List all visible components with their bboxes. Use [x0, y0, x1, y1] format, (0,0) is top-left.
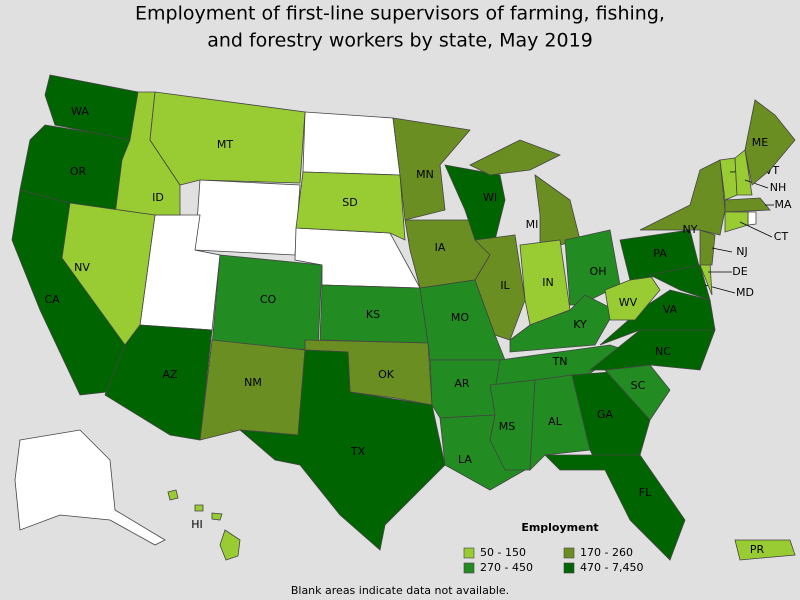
state-label: LA — [458, 453, 472, 466]
state-label: ME — [752, 136, 768, 149]
leader-line — [711, 247, 733, 253]
legend-label: 470 - 7,450 — [580, 561, 643, 574]
state-label: CT — [774, 230, 789, 243]
state-label: PA — [653, 247, 667, 260]
leader-line — [744, 179, 769, 189]
state-shape — [734, 539, 796, 561]
state-label: VA — [663, 303, 678, 316]
state-blank — [302, 111, 401, 176]
title-line: Employment of first-line supervisors of … — [135, 3, 665, 25]
state-blank — [14, 429, 166, 546]
state-label: DE — [732, 265, 747, 278]
state-label: OH — [590, 265, 607, 278]
state-shape — [149, 91, 306, 186]
title-line: and forestry workers by state, May 2019 — [207, 30, 593, 52]
state-shape — [734, 149, 753, 196]
state-label: MI — [526, 218, 539, 231]
state-shape — [564, 229, 621, 306]
legend-swatch — [463, 562, 475, 574]
state-shape — [295, 171, 406, 241]
state-blank — [747, 211, 757, 226]
state-label: CO — [260, 293, 277, 306]
state-label: MO — [451, 311, 469, 324]
state-label: IL — [500, 279, 510, 292]
state-label: NH — [770, 181, 787, 194]
legend-label: 50 - 150 — [480, 546, 526, 559]
state-shape — [529, 374, 591, 472]
state-label: WA — [71, 105, 89, 118]
state-label: MA — [774, 198, 791, 211]
state-label: MS — [499, 420, 515, 433]
state-shape — [699, 229, 716, 266]
legend-title: Employment — [521, 521, 598, 534]
legend-swatch — [563, 547, 575, 559]
state-label: NC — [655, 345, 671, 358]
state-shape — [474, 234, 526, 341]
state-label: GA — [597, 408, 614, 421]
state-label: SD — [342, 196, 357, 209]
state-shape — [724, 211, 749, 233]
legend-label: 170 - 260 — [580, 546, 633, 559]
state-shape — [194, 504, 204, 512]
state-shape — [238, 349, 446, 551]
state-label: PR — [750, 543, 765, 556]
state-label: FL — [639, 486, 652, 499]
state-shape — [392, 117, 471, 221]
state-label: CA — [44, 293, 60, 306]
state-label: TN — [552, 355, 568, 368]
state-label: KY — [573, 318, 587, 331]
state-shape — [219, 529, 241, 561]
state-shape — [744, 99, 796, 186]
state-shape — [509, 294, 616, 353]
state-label: NJ — [736, 245, 747, 258]
state-label: ID — [152, 191, 164, 204]
state-label: MT — [217, 138, 233, 151]
state-label: MD — [736, 286, 754, 299]
state-shape — [469, 139, 561, 176]
state-label: MN — [416, 168, 434, 181]
leader-line — [739, 221, 773, 238]
state-shape — [648, 264, 711, 301]
legend-swatch — [563, 562, 575, 574]
state-label: IA — [435, 241, 446, 254]
state-label: NV — [74, 261, 90, 274]
state-shape — [104, 324, 213, 441]
state-label: HI — [191, 518, 203, 531]
state-label: SC — [631, 379, 646, 392]
state-shape — [199, 339, 306, 441]
note: Blank areas indicate data not available. — [291, 584, 509, 597]
state-label: TX — [350, 445, 366, 458]
state-label: OK — [378, 368, 395, 381]
legend-swatch — [463, 547, 475, 559]
state-label: IN — [542, 276, 553, 289]
legend-label: 270 - 450 — [480, 561, 533, 574]
state-label: WV — [619, 296, 638, 309]
state-label: KS — [366, 308, 380, 321]
state-label: NM — [244, 376, 262, 389]
state-shape — [211, 512, 223, 521]
state-label: AL — [548, 415, 563, 428]
state-shape — [544, 454, 686, 561]
state-label: NY — [683, 223, 698, 236]
state-label: AR — [454, 377, 470, 390]
state-label: AZ — [162, 368, 178, 381]
state-blank — [194, 179, 301, 256]
state-label: OR — [70, 165, 87, 178]
state-shape — [167, 489, 179, 501]
state-label: WI — [483, 191, 497, 204]
state-shape — [724, 197, 771, 213]
